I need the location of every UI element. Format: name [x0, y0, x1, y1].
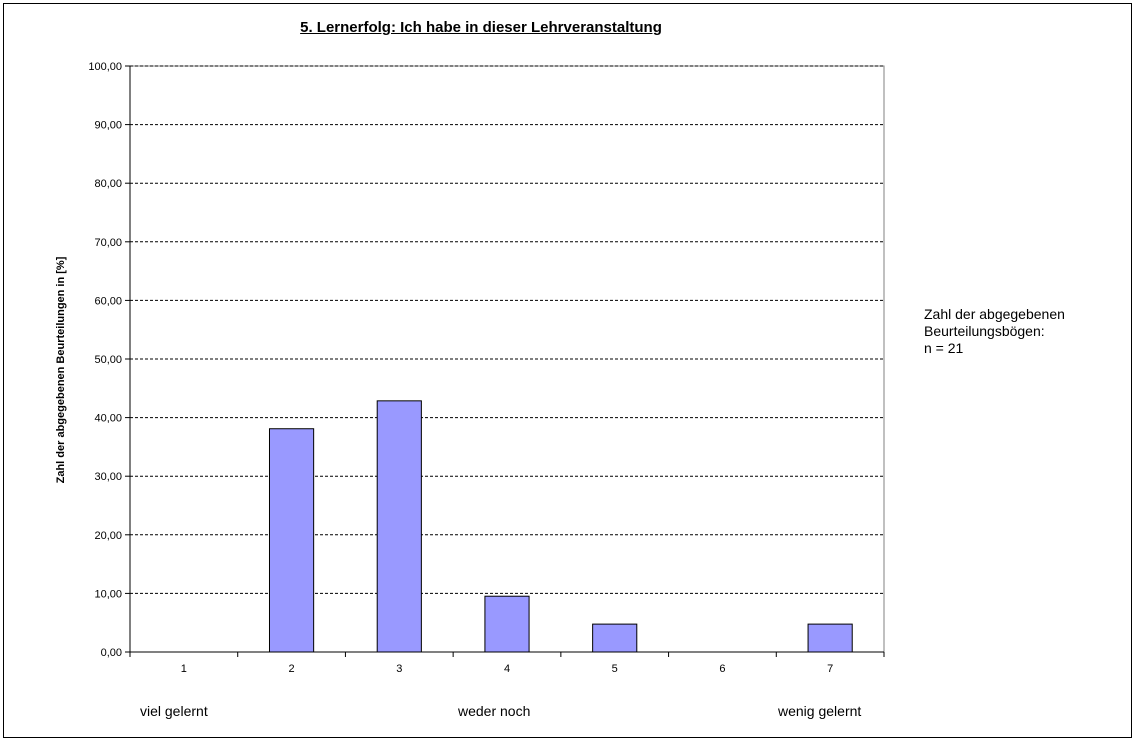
x-tick-label: 7 — [827, 663, 833, 675]
x-tick-label: 3 — [396, 663, 402, 675]
y-tick-label: 30,00 — [94, 471, 122, 483]
x-tick-label: 5 — [612, 663, 618, 675]
chart-frame — [3, 3, 1132, 738]
x-tick-label: 6 — [719, 663, 725, 675]
y-tick-label: 10,00 — [94, 588, 122, 600]
scale-label-middle: weder noch — [458, 703, 531, 719]
y-tick-label: 70,00 — [94, 237, 122, 249]
x-tick-label: 2 — [289, 663, 295, 675]
bar — [592, 623, 638, 653]
scale-label-right: wenig gelernt — [778, 703, 862, 719]
note-line-3: n = 21 — [924, 340, 964, 356]
note-line-2: Beurteilungsbögen: — [924, 323, 1045, 339]
y-tick-label: 50,00 — [94, 354, 122, 366]
scale-label-left: viel gelernt — [140, 703, 208, 719]
y-tick-label: 60,00 — [94, 295, 122, 307]
sample-size-note: Zahl der abgegebenen Beurteilungsbögen: … — [924, 306, 1065, 357]
y-tick-label: 0,00 — [101, 647, 122, 659]
bar — [268, 428, 315, 653]
bar — [484, 595, 530, 653]
bar — [376, 400, 422, 653]
y-tick-label: 90,00 — [94, 120, 122, 132]
x-tick-label: 4 — [504, 663, 510, 675]
x-tick-label: 1 — [181, 663, 187, 675]
y-tick-label: 20,00 — [94, 530, 122, 542]
y-tick-label: 40,00 — [94, 413, 122, 425]
chart-title: 5. Lernerfolg: Ich habe in dieser Lehrve… — [300, 19, 662, 36]
note-line-1: Zahl der abgegebenen — [924, 306, 1065, 322]
y-tick-label: 80,00 — [94, 178, 122, 190]
bar — [807, 623, 853, 653]
y-tick-label: 100,00 — [88, 61, 122, 73]
